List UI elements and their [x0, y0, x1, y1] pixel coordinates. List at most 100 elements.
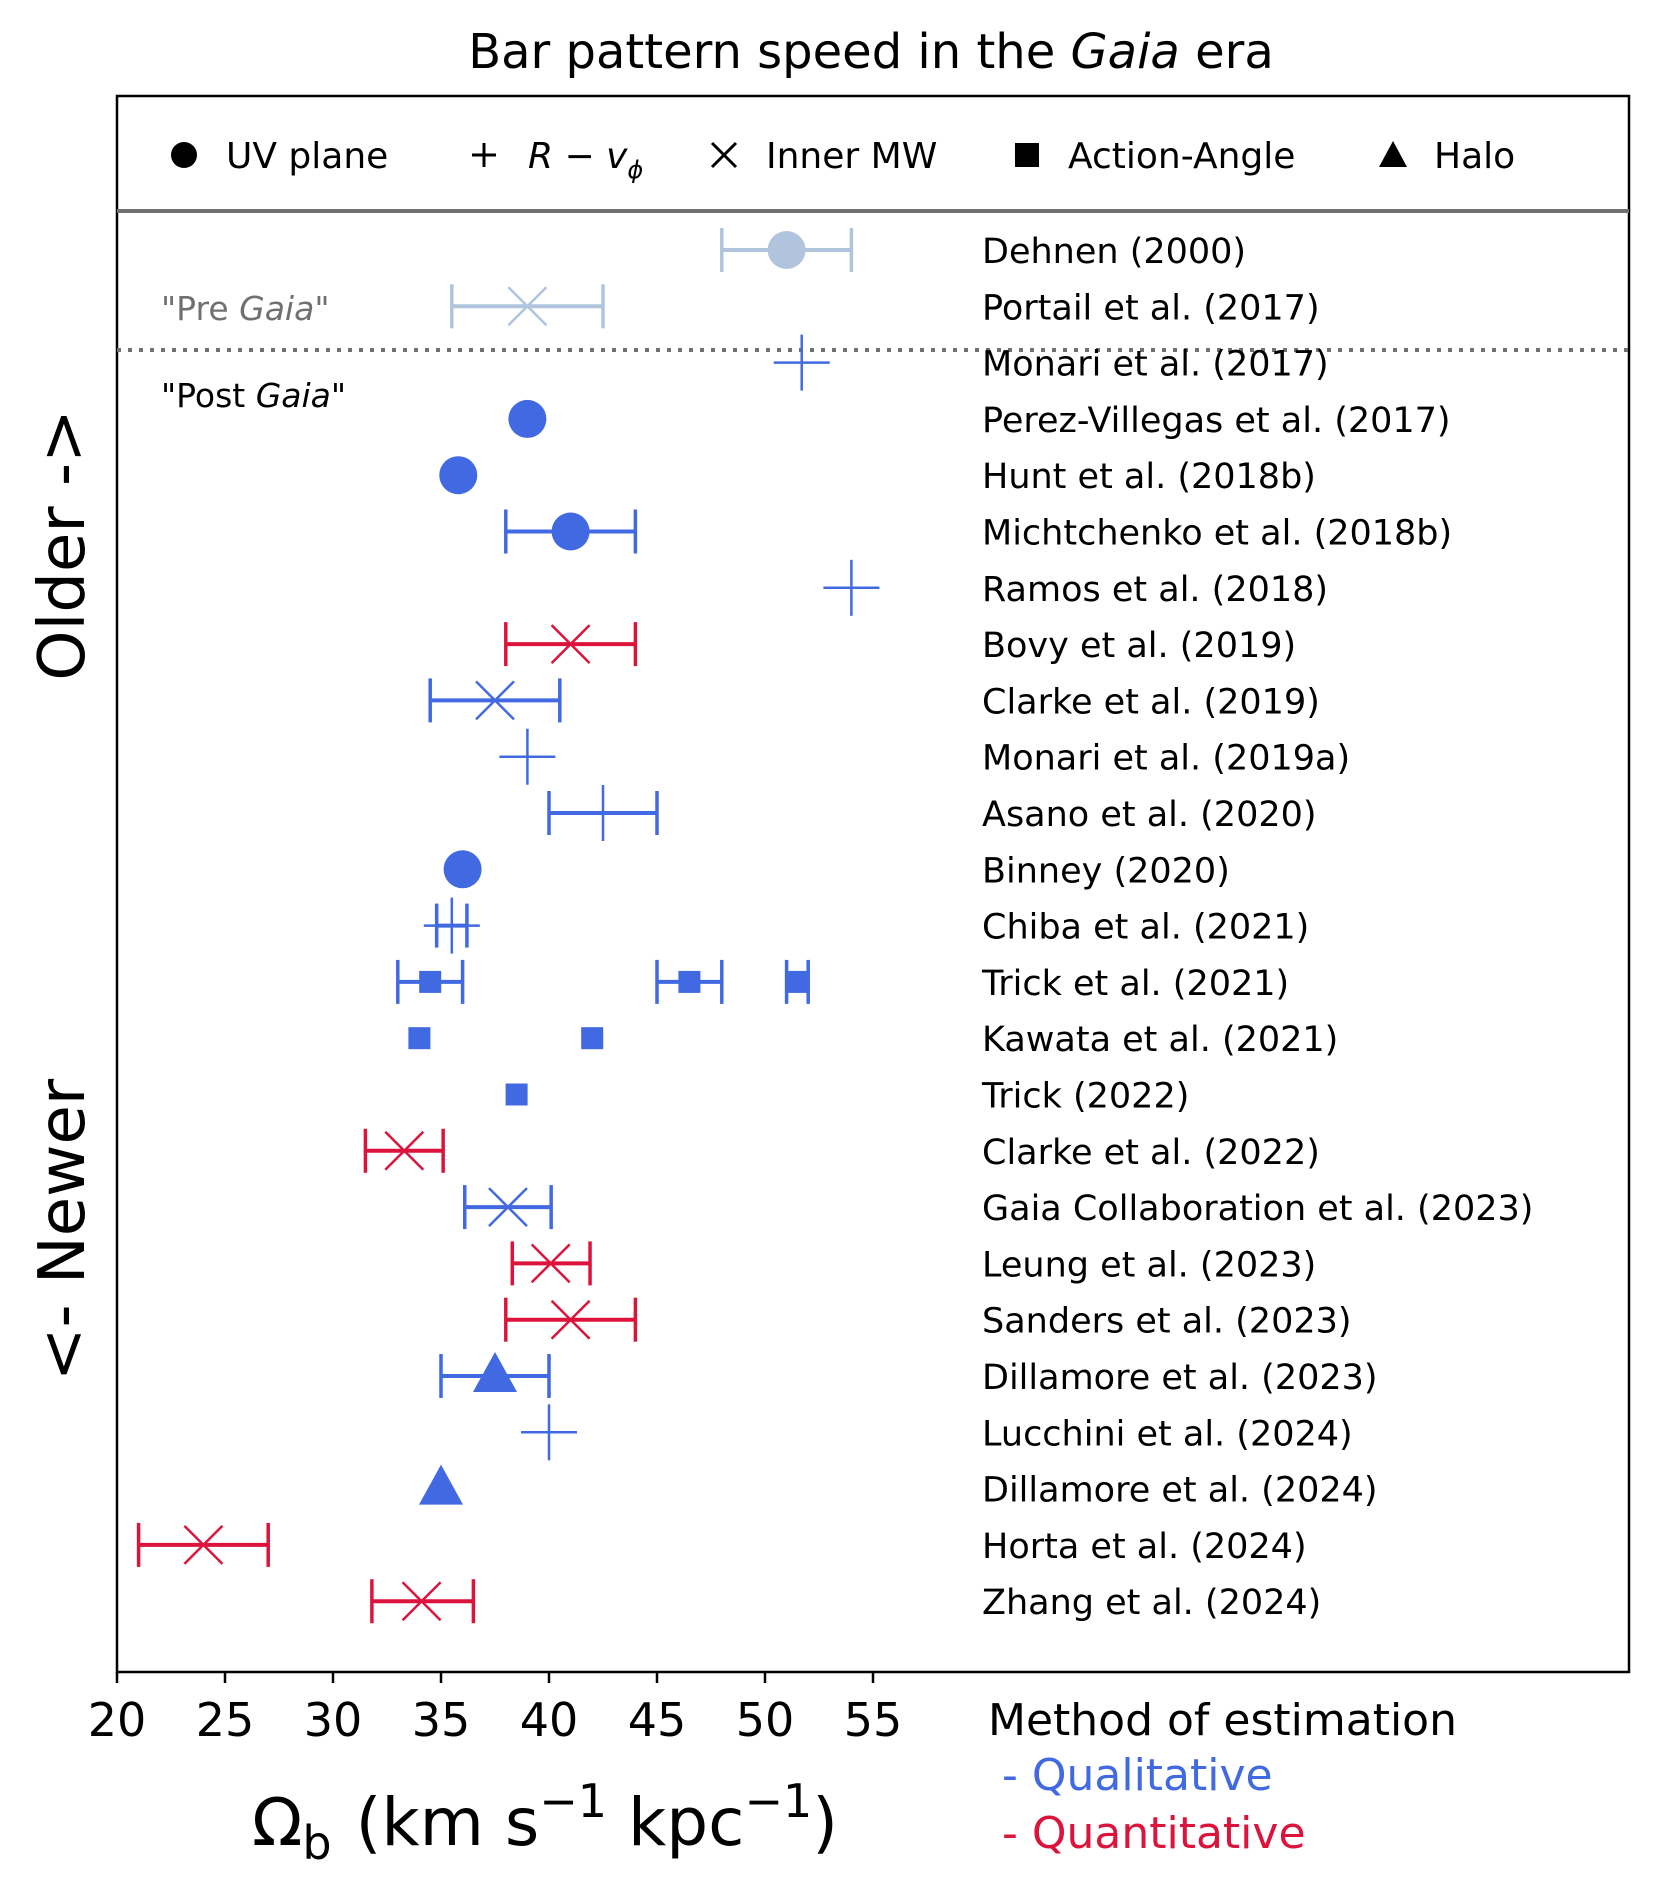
study-row: Trick (2022) [505, 1077, 1189, 1117]
legend-label-r-vphi-sub: ϕ [627, 156, 643, 184]
circle-marker [551, 512, 590, 551]
study-label: Michtchenko et al. (2018b) [982, 514, 1452, 554]
study-row: Monari et al. (2019a) [499, 728, 1350, 785]
study-row: Leung et al. (2023) [510, 1241, 1316, 1286]
x-marker [550, 624, 591, 664]
pre-gaia-label: "Pre Gaia" [161, 289, 330, 328]
study-row: Gaia Collaboration et al. (2023) [463, 1185, 1533, 1230]
study-label: Kawata et al. (2021) [982, 1020, 1338, 1060]
legend-label-halo: Halo [1434, 136, 1515, 177]
square-marker [408, 1027, 431, 1050]
data-point [510, 1241, 592, 1286]
study-row: Dehnen (2000) [720, 228, 1246, 272]
x-tick-label: 45 [628, 1693, 687, 1747]
triangle-marker [473, 1352, 517, 1392]
data-point [423, 897, 480, 954]
x-marker [384, 1130, 425, 1171]
x-axis-label-sup1: −1 [539, 1774, 607, 1828]
legend-square-marker [1015, 143, 1039, 167]
study-row: Hunt et al. (2018b) [439, 456, 1316, 497]
data-point [508, 399, 547, 438]
y-label-older: Older -> [26, 409, 100, 681]
data-point [581, 1027, 604, 1050]
triangle-marker [419, 1464, 463, 1505]
data-point [428, 678, 562, 723]
x-axis-label-sub: b [302, 1816, 331, 1870]
chart-title: Bar pattern speed in the Gaia era [468, 24, 1274, 80]
circle-marker [508, 399, 547, 438]
x-marker [488, 1187, 528, 1227]
x-tick-label: 35 [412, 1693, 471, 1747]
study-row: Monari et al. (2017) [773, 334, 1329, 391]
legend-plus-marker [472, 143, 496, 167]
study-row: Trick et al. (2021) [396, 959, 1289, 1004]
study-label: Clarke et al. (2022) [982, 1133, 1320, 1173]
x-marker [475, 680, 515, 721]
study-label: Binney (2020) [982, 851, 1230, 891]
study-label: Monari et al. (2019a) [982, 739, 1350, 779]
study-row: Clarke et al. (2022) [363, 1128, 1320, 1173]
x-marker [550, 1299, 591, 1340]
legend-label-uv-plane: UV plane [226, 136, 388, 177]
study-label: Ramos et al. (2018) [982, 570, 1328, 610]
study-label: Hunt et al. (2018b) [982, 457, 1316, 497]
data-point [504, 622, 638, 667]
data-point [136, 1522, 270, 1567]
data-point [450, 284, 605, 329]
data-point [655, 959, 724, 1004]
circle-marker [443, 850, 482, 889]
chart-title-main: Bar pattern speed in the [468, 24, 1070, 80]
square-marker [786, 970, 809, 993]
x-marker [530, 1243, 571, 1284]
pre-gaia-emph: Gaia [239, 289, 314, 328]
method-title: Method of estimation [988, 1695, 1457, 1746]
legend-x-marker [710, 141, 738, 169]
pre-gaia-prefix: "Pre [161, 289, 239, 328]
study-label: Clarke et al. (2019) [982, 682, 1320, 722]
study-label: Gaia Collaboration et al. (2023) [982, 1189, 1533, 1229]
data-point [439, 1352, 551, 1398]
x-tick-label: 50 [736, 1693, 795, 1747]
data-point [784, 959, 810, 1004]
post-gaia-suffix: " [331, 376, 346, 415]
data-point [443, 850, 482, 889]
post-gaia-prefix: "Post [161, 376, 256, 415]
data-point [370, 1579, 476, 1624]
x-axis-label: Ωb (km s−1 kpc−1) [252, 1774, 838, 1870]
data-point [439, 456, 478, 495]
study-row: Portail et al. (2017) [450, 284, 1320, 329]
data-point [773, 334, 830, 391]
circle-marker [767, 231, 806, 269]
x-axis-label-symbol: Ω [252, 1784, 302, 1861]
circle-marker [439, 456, 478, 495]
legend-triangle-marker [1379, 141, 1407, 167]
study-label: Chiba et al. (2021) [982, 908, 1309, 948]
study-row: Dillamore et al. (2023) [439, 1352, 1378, 1398]
x-tick-label: 25 [196, 1693, 255, 1747]
y-label-newer: <- Newer [26, 1078, 100, 1381]
study-label: Zhang et al. (2024) [982, 1583, 1321, 1623]
study-label: Lucchini et al. (2024) [982, 1414, 1353, 1454]
x-axis: 20 25 30 35 40 45 50 55 [88, 1672, 903, 1747]
data-point [720, 228, 854, 272]
study-row: Lucchini et al. (2024) [521, 1404, 1353, 1461]
study-label: Perez-Villegas et al. (2017) [982, 401, 1451, 441]
square-marker [505, 1083, 528, 1106]
x-marker [507, 286, 548, 327]
method-quantitative: - Quantitative [1002, 1808, 1306, 1859]
study-row: Asano et al. (2020) [547, 785, 1317, 841]
square-marker [678, 970, 701, 993]
data-point [396, 959, 465, 1004]
chart-title-emph: Gaia [1070, 24, 1179, 80]
study-label: Dehnen (2000) [982, 232, 1246, 272]
x-axis-label-units-mid: kpc [607, 1784, 744, 1861]
x-tick-label: 55 [844, 1693, 903, 1747]
data-point [504, 1297, 638, 1342]
x-tick-label: 20 [88, 1693, 147, 1747]
study-label: Leung et al. (2023) [982, 1245, 1316, 1285]
x-marker [401, 1581, 442, 1622]
method-qualitative: - Qualitative [1002, 1750, 1273, 1801]
legend-label-inner-mw: Inner MW [766, 136, 937, 177]
study-label: Horta et al. (2024) [982, 1527, 1307, 1567]
